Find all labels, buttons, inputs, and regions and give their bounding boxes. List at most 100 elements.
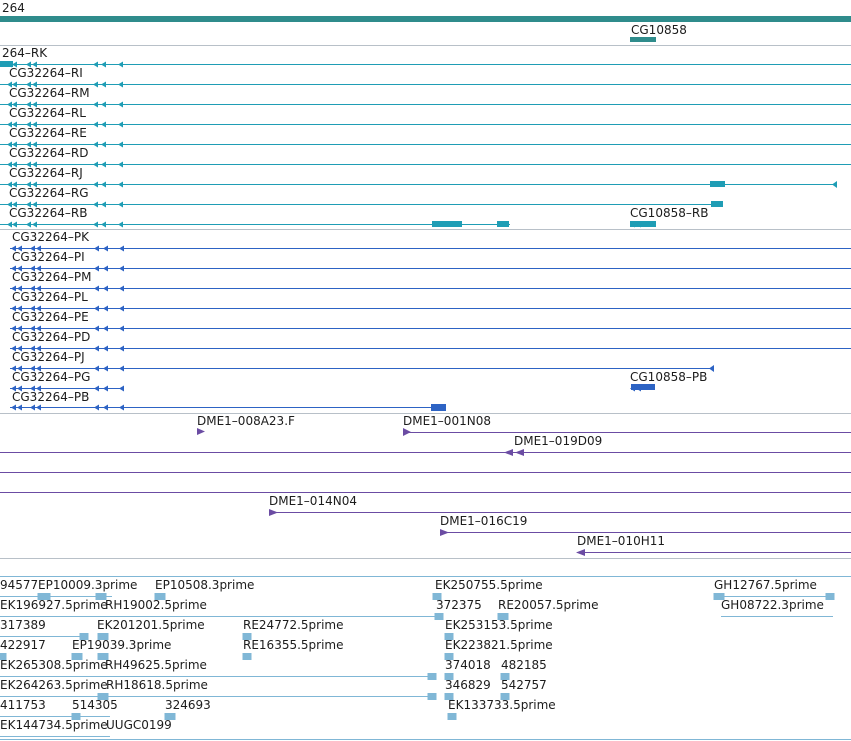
gene-label[interactable]: CG10858: [631, 23, 687, 37]
est-label[interactable]: EK265308.5prime: [0, 658, 108, 672]
transcript-exon[interactable]: [710, 181, 725, 187]
est-block[interactable]: [97, 653, 109, 660]
gene-feature[interactable]: [630, 37, 656, 42]
est-label[interactable]: 482185: [501, 658, 547, 672]
protein-label[interactable]: CG32264–PB: [12, 390, 90, 404]
clone-label[interactable]: DME1–016C19: [440, 514, 528, 528]
est-block[interactable]: [0, 653, 7, 660]
transcript-label[interactable]: CG32264–RE: [9, 126, 87, 140]
est-label[interactable]: 372375: [436, 598, 482, 612]
est-block[interactable]: [164, 713, 176, 720]
est-label[interactable]: RE16355.5prime: [243, 638, 344, 652]
est-label[interactable]: RH49625.5prime: [105, 658, 207, 672]
clone-label[interactable]: DME1–019D09: [514, 434, 603, 448]
transcript-exon[interactable]: [497, 221, 509, 227]
est-label[interactable]: EP10508.3prime: [155, 578, 255, 592]
protein-label[interactable]: CG32264–PJ: [12, 350, 85, 364]
transcript-label[interactable]: CG32264–RG: [9, 186, 89, 200]
est-block[interactable]: [497, 613, 509, 620]
est-label[interactable]: RH19002.5prime: [105, 598, 207, 612]
est-label[interactable]: GH08722.3prime: [721, 598, 824, 612]
est-block[interactable]: [444, 693, 454, 700]
transcript-label[interactable]: 264–RK: [2, 46, 48, 60]
est-label[interactable]: 346829: [445, 678, 491, 692]
clone-end[interactable]: [440, 529, 449, 536]
est-block[interactable]: [434, 613, 444, 620]
est-label[interactable]: EP19039.3prime: [72, 638, 172, 652]
est-block[interactable]: [427, 693, 437, 700]
est-label[interactable]: 542757: [501, 678, 547, 692]
est-block[interactable]: [500, 693, 510, 700]
est-label[interactable]: EK133733.5prime: [448, 698, 556, 712]
est-block[interactable]: [97, 633, 109, 640]
est-label[interactable]: UUGC0199: [106, 718, 172, 732]
transcript-label[interactable]: CG32264–RL: [9, 106, 86, 120]
est-block[interactable]: [825, 593, 835, 600]
est-block[interactable]: [71, 653, 83, 660]
est-label[interactable]: 374018: [445, 658, 491, 672]
est-block[interactable]: [242, 653, 252, 660]
est-label[interactable]: 411753: [0, 698, 46, 712]
protein-label[interactable]: CG32264–PL: [12, 290, 88, 304]
transcript-label[interactable]: CG10858–RB: [630, 206, 709, 220]
est-block[interactable]: [444, 633, 454, 640]
est-label[interactable]: 324693: [165, 698, 211, 712]
est-block[interactable]: [95, 593, 107, 600]
protein-label[interactable]: CG32264–PG: [12, 370, 91, 384]
clone-end[interactable]: [269, 509, 278, 516]
clone-end[interactable]: [515, 449, 524, 456]
est-label[interactable]: 514305: [72, 698, 118, 712]
est-block[interactable]: [500, 673, 510, 680]
est-label[interactable]: EK264263.5prime: [0, 678, 108, 692]
est-block[interactable]: [447, 713, 457, 720]
est-label[interactable]: EK250755.5prime: [435, 578, 543, 592]
transcript-label[interactable]: CG32264–RD: [9, 146, 89, 160]
est-label[interactable]: RH18618.5prime: [106, 678, 208, 692]
protein-block[interactable]: [631, 384, 655, 390]
transcript-exon[interactable]: [630, 221, 656, 227]
est-block[interactable]: [427, 673, 437, 680]
gene-bar[interactable]: [0, 16, 851, 22]
protein-label[interactable]: CG32264–PI: [12, 250, 85, 264]
est-label[interactable]: RE24772.5prime: [243, 618, 344, 632]
est-label[interactable]: RE20057.5prime: [498, 598, 599, 612]
est-block[interactable]: [154, 593, 166, 600]
clone-end[interactable]: [197, 428, 205, 435]
est-label[interactable]: EK144734.5prime: [0, 718, 108, 732]
transcript-exon[interactable]: [432, 221, 462, 227]
est-label[interactable]: EK201201.5prime: [97, 618, 205, 632]
clone-label[interactable]: DME1–014N04: [269, 494, 357, 508]
transcript-exon[interactable]: [711, 201, 723, 207]
est-block[interactable]: [444, 673, 454, 680]
clone-end[interactable]: [403, 428, 411, 436]
est-label[interactable]: 94577: [0, 578, 39, 592]
clone-end[interactable]: [504, 449, 513, 456]
transcript-label[interactable]: CG32264–RJ: [9, 166, 83, 180]
est-block[interactable]: [444, 653, 454, 660]
est-label[interactable]: 422917: [0, 638, 46, 652]
clone-label[interactable]: DME1–001N08: [403, 414, 491, 428]
protein-label[interactable]: CG10858–PB: [630, 370, 708, 384]
protein-label[interactable]: CG32264–PM: [12, 270, 92, 284]
clone-end[interactable]: [576, 549, 585, 556]
est-label[interactable]: EK223821.5prime: [445, 638, 553, 652]
est-block[interactable]: [242, 633, 252, 640]
est-label[interactable]: 317389: [0, 618, 46, 632]
transcript-arrow[interactable]: [832, 181, 837, 188]
est-block[interactable]: [37, 593, 51, 600]
est-block[interactable]: [97, 693, 109, 700]
transcript-label[interactable]: CG32264–RM: [9, 86, 90, 100]
est-label[interactable]: EP10009.3prime: [38, 578, 138, 592]
est-label[interactable]: EK196927.5prime: [0, 598, 108, 612]
protein-arrow[interactable]: [709, 365, 714, 372]
clone-label[interactable]: DME1–010H11: [577, 534, 666, 548]
est-block[interactable]: [713, 593, 725, 600]
est-label[interactable]: EK253153.5prime: [445, 618, 553, 632]
est-block[interactable]: [432, 593, 442, 600]
est-label[interactable]: GH12767.5prime: [714, 578, 817, 592]
transcript-label[interactable]: CG32264–RI: [9, 66, 83, 80]
clone-label[interactable]: DME1–008A23.F: [197, 414, 295, 428]
est-block[interactable]: [71, 713, 81, 720]
protein-block[interactable]: [431, 404, 446, 411]
